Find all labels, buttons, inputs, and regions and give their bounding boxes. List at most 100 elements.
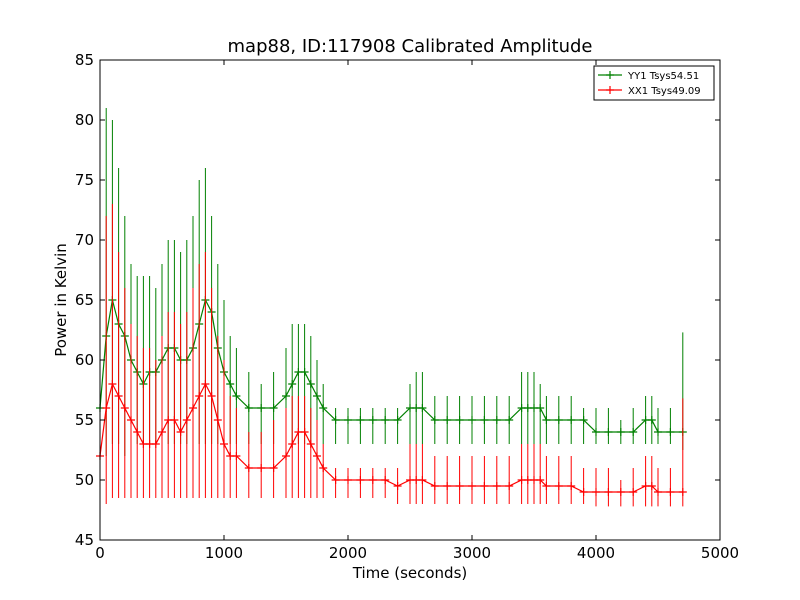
series-1-point xyxy=(127,416,135,424)
series-0-point xyxy=(579,416,588,424)
series-0-point xyxy=(443,416,452,424)
y-tick-label: 85 xyxy=(75,51,94,69)
series-1-point xyxy=(492,482,501,490)
legend-item: XX1 Tsys49.09 xyxy=(598,86,701,97)
series-1-point xyxy=(443,482,452,490)
y-axis-label: Power in Kelvin xyxy=(52,243,70,357)
series-1-point xyxy=(567,482,576,490)
series-0-point xyxy=(344,416,352,424)
series-0-line xyxy=(99,298,683,433)
series-0-point xyxy=(468,416,476,424)
series-1-point xyxy=(629,488,638,496)
series-1-point xyxy=(182,416,191,424)
y-tick-label: 55 xyxy=(75,411,94,429)
series-0-point xyxy=(418,404,427,412)
series-1-point xyxy=(282,452,290,460)
series-0-point xyxy=(356,416,365,424)
series-0-point xyxy=(244,404,253,412)
series-1-point xyxy=(554,482,563,490)
series-1-point xyxy=(120,404,129,412)
series-0-point xyxy=(592,428,600,436)
series-1-point xyxy=(356,476,365,484)
series-1-point xyxy=(313,452,321,460)
series-1-point xyxy=(381,476,390,484)
x-axis-label: Time (seconds) xyxy=(352,564,468,582)
series-0-point xyxy=(331,416,340,424)
series-0-point xyxy=(480,416,489,424)
x-tick-label: 2000 xyxy=(329,544,367,562)
series-0-point xyxy=(542,416,551,424)
legend-marker xyxy=(606,71,614,79)
series-1-point xyxy=(344,476,352,484)
series-1-point xyxy=(306,440,315,448)
x-tick-label: 4000 xyxy=(577,544,615,562)
series-0-point xyxy=(306,380,315,388)
series-0-point xyxy=(313,392,321,400)
series-1-point xyxy=(331,476,340,484)
x-tick-label: 1000 xyxy=(205,544,243,562)
series-1-point xyxy=(418,476,427,484)
series-1-point xyxy=(468,482,476,490)
series-1-point xyxy=(666,488,675,496)
series-1-point xyxy=(133,428,142,436)
series-1-point xyxy=(232,452,241,460)
y-tick-label: 50 xyxy=(75,471,94,489)
legend-label: YY1 Tsys54.51 xyxy=(627,71,699,82)
series-1-point xyxy=(151,440,160,448)
series-0-point xyxy=(647,416,656,424)
legend: YY1 Tsys54.51 XX1 Tsys49.09 xyxy=(593,65,715,101)
series-0-point xyxy=(381,416,390,424)
series-0-point xyxy=(430,416,439,424)
series-1-point xyxy=(201,380,210,388)
series-1-point xyxy=(207,392,216,400)
series-0-point xyxy=(226,380,235,388)
series-1-point xyxy=(170,416,179,424)
series-1-point xyxy=(393,482,402,490)
series-0-point xyxy=(654,428,662,436)
series-1-line xyxy=(99,382,683,493)
legend-label: XX1 Tsys49.09 xyxy=(628,86,701,97)
series-0-point xyxy=(604,428,613,436)
series-0 xyxy=(96,108,687,456)
series-1-point xyxy=(220,440,228,448)
legend-box xyxy=(593,65,715,101)
series-1-point xyxy=(592,488,600,496)
series-1-point xyxy=(480,482,489,490)
series-1-point xyxy=(579,488,588,496)
series-1-point xyxy=(189,404,197,412)
series-0-point xyxy=(455,416,464,424)
series-1-point xyxy=(616,488,625,496)
series-0-point xyxy=(393,416,402,424)
series-0-point xyxy=(288,380,297,388)
series-1-point xyxy=(536,476,545,484)
x-tick-label: 3000 xyxy=(453,544,491,562)
series-0-point xyxy=(319,404,328,412)
series-0-point xyxy=(554,416,563,424)
series-0-point xyxy=(269,404,278,412)
series-1-point xyxy=(647,482,656,490)
y-tick-label: 70 xyxy=(75,231,94,249)
series-1-point xyxy=(195,392,204,400)
series-0-point xyxy=(616,428,625,436)
series-1-point xyxy=(542,482,551,490)
series-1-point xyxy=(505,482,514,490)
x-tick-label: 5000 xyxy=(701,544,739,562)
series-1 xyxy=(96,204,687,507)
series-0-point xyxy=(567,416,576,424)
series-0-point xyxy=(257,404,266,412)
series-1-point xyxy=(319,464,328,472)
series-1-point xyxy=(114,392,123,400)
series-0-point xyxy=(300,368,309,376)
series-1-point xyxy=(678,488,687,496)
series-1-point xyxy=(257,464,266,472)
series-1-point xyxy=(158,428,166,436)
series-0-point xyxy=(368,416,377,424)
legend-marker xyxy=(606,86,614,94)
plot-area xyxy=(96,108,687,507)
y-tick-label: 65 xyxy=(75,291,94,309)
series-1-point xyxy=(269,464,278,472)
series-0-point xyxy=(536,404,545,412)
series-0-point xyxy=(232,392,241,400)
series-1-point xyxy=(102,404,111,412)
